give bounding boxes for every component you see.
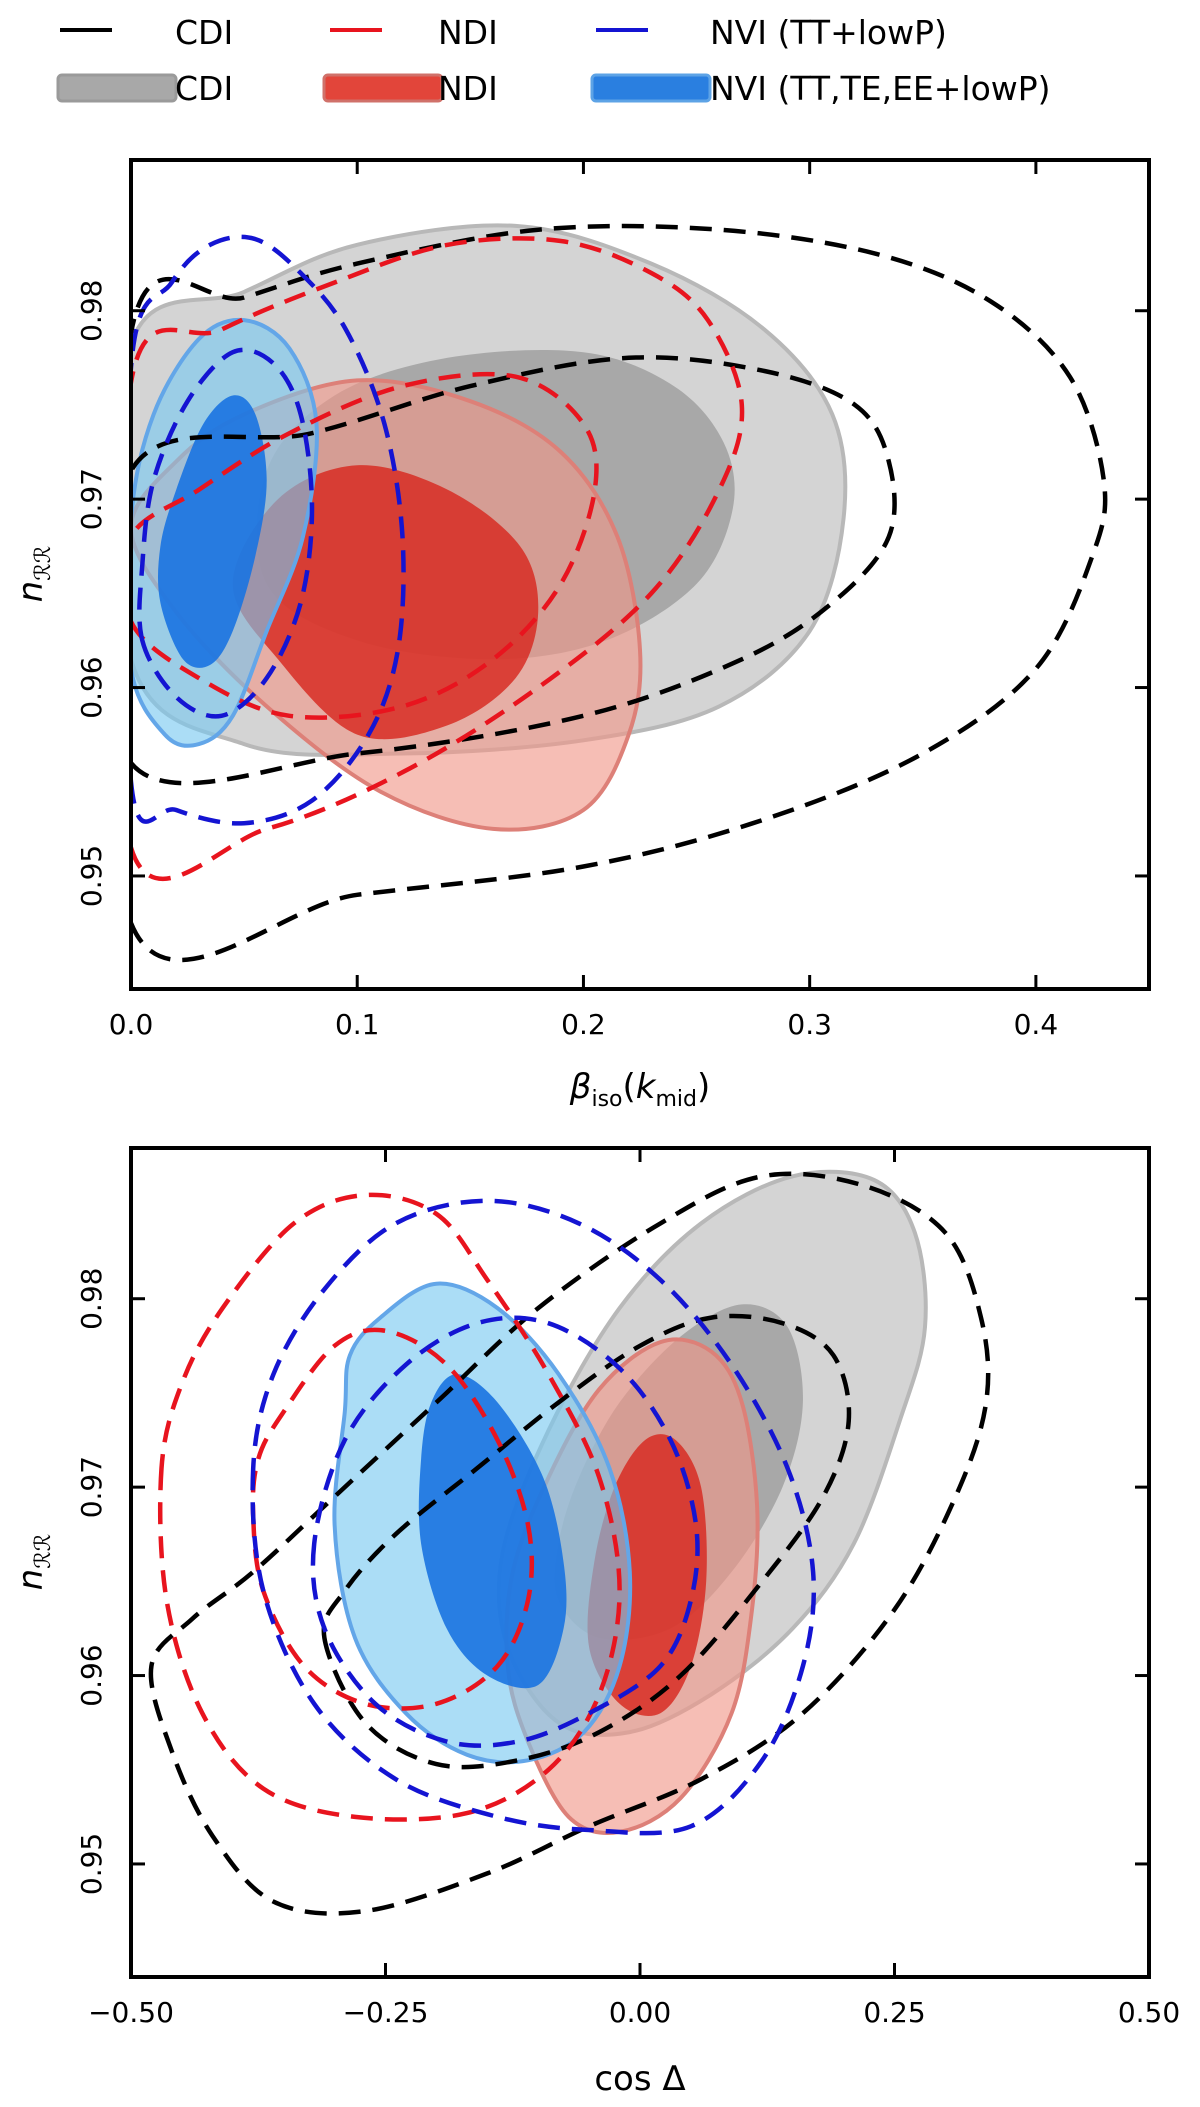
y-label-symbol: n: [11, 1569, 51, 1591]
legend-label-nvi-dashed: NVI (TT+lowP): [710, 13, 947, 52]
legend-entry-ndi-filled: NDI: [324, 69, 498, 108]
legend-label-nvi-filled: NVI (TT,TE,EE+lowP): [710, 69, 1051, 108]
y-label-sub: ℛℛ: [31, 546, 56, 581]
x-label-open-paren: (: [623, 1067, 636, 1107]
y-tick-label: 0.96: [75, 656, 108, 718]
x-tick-label: 0.00: [609, 1996, 671, 2029]
legend-entry-nvi-dashed: NVI (TT+lowP): [596, 13, 947, 52]
legend-entry-ndi-dashed: NDI: [330, 13, 498, 52]
x-label-arg: k: [636, 1067, 657, 1107]
legend-label-ndi-filled: NDI: [438, 69, 498, 108]
x-tick-label: 0.1: [335, 1008, 380, 1041]
y-tick-label: 0.97: [75, 1456, 108, 1518]
legend: CDI NDI NVI (TT+lowP) CDI NDI NVI (TT,TE…: [58, 13, 1051, 108]
y-tick-label: 0.97: [75, 468, 108, 530]
x-tick-label: −0.25: [343, 1996, 429, 2029]
x-axis-label-bottom: cos Δ: [594, 2059, 685, 2099]
chart-panel-bottom: −0.50 −0.25 0.00 0.25 0.50 0.95 0.96 0.97 0.98 c…: [11, 1148, 1180, 2099]
chart-panel-top: 0.0 0.1 0.2 0.3 0.4 0.95 0.96 0.97 0.98 βiso(kmi…: [11, 160, 1149, 1112]
x-tick-label: 0.50: [1118, 1996, 1180, 2029]
x-axis-label-top: βiso(kmid): [569, 1067, 711, 1112]
y-tick-label: 0.96: [75, 1644, 108, 1706]
x-tick-label: 0.2: [561, 1008, 606, 1041]
y-tick-label: 0.95: [75, 845, 108, 907]
x-tick-label: −0.50: [88, 1996, 174, 2029]
y-tick-label: 0.95: [75, 1833, 108, 1895]
legend-swatch-ndi-filled: [324, 75, 442, 101]
x-tick-label: 0.0: [109, 1008, 154, 1041]
contour-layer-top: [105, 225, 1105, 960]
legend-entry-cdi-filled: CDI: [58, 69, 233, 108]
x-tick-label: 0.4: [1014, 1008, 1059, 1041]
legend-entry-cdi-dashed: CDI: [60, 13, 233, 52]
figure: CDI NDI NVI (TT+lowP) CDI NDI NVI (TT,TE…: [0, 0, 1200, 2107]
legend-entry-nvi-filled: NVI (TT,TE,EE+lowP): [592, 69, 1051, 108]
contour-layer-bottom: [151, 1172, 988, 1914]
y-label-sub: ℛℛ: [31, 1534, 56, 1569]
x-label-close-paren: ): [697, 1067, 710, 1107]
x-label-symbol: β: [569, 1067, 592, 1107]
legend-label-cdi-dashed: CDI: [175, 13, 233, 52]
y-tick-label: 0.98: [75, 280, 108, 342]
y-label-symbol: n: [11, 581, 51, 603]
x-label-sub: iso: [591, 1087, 622, 1112]
y-axis-label-bottom: nℛℛ: [11, 1534, 56, 1591]
x-tick-label: 0.3: [787, 1008, 832, 1041]
y-axis-label-top: nℛℛ: [11, 546, 56, 603]
legend-swatch-nvi-filled: [592, 75, 710, 101]
legend-label-ndi-dashed: NDI: [438, 13, 498, 52]
x-tick-label: 0.25: [863, 1996, 925, 2029]
legend-label-cdi-filled: CDI: [175, 69, 233, 108]
legend-swatch-cdi-filled: [58, 75, 176, 101]
y-tick-label: 0.98: [75, 1268, 108, 1330]
x-label-argsub: mid: [655, 1087, 697, 1112]
